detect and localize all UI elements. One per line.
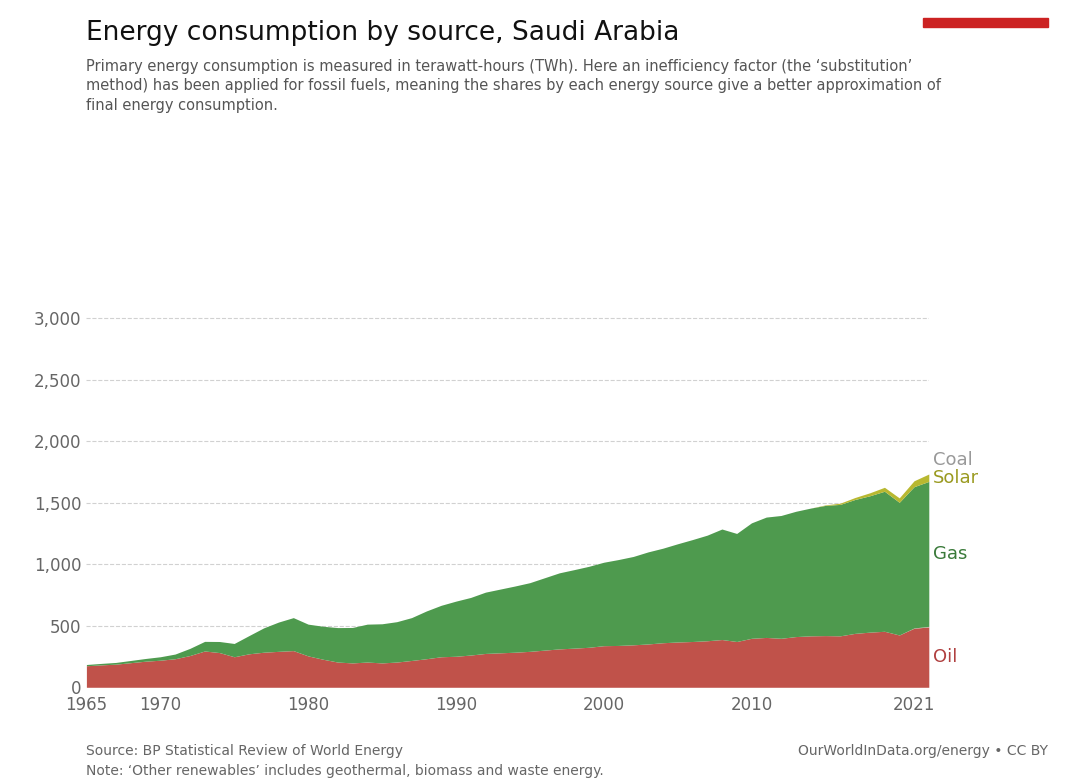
- Text: Gas: Gas: [933, 545, 968, 563]
- Text: Source: BP Statistical Review of World Energy: Source: BP Statistical Review of World E…: [86, 744, 404, 758]
- Text: Note: ‘Other renewables’ includes geothermal, biomass and waste energy.: Note: ‘Other renewables’ includes geothe…: [86, 764, 604, 778]
- Text: Oil: Oil: [933, 648, 958, 666]
- Text: in Data: in Data: [961, 65, 1010, 78]
- Text: Energy consumption by source, Saudi Arabia: Energy consumption by source, Saudi Arab…: [86, 20, 679, 45]
- Text: Primary energy consumption is measured in terawatt-hours (TWh). Here an ineffici: Primary energy consumption is measured i…: [86, 59, 942, 113]
- Text: Solar: Solar: [933, 469, 980, 487]
- Text: Our World: Our World: [951, 41, 1020, 54]
- Text: OurWorldInData.org/energy • CC BY: OurWorldInData.org/energy • CC BY: [798, 744, 1048, 758]
- Bar: [923, 18, 1048, 27]
- Text: Coal: Coal: [933, 451, 973, 469]
